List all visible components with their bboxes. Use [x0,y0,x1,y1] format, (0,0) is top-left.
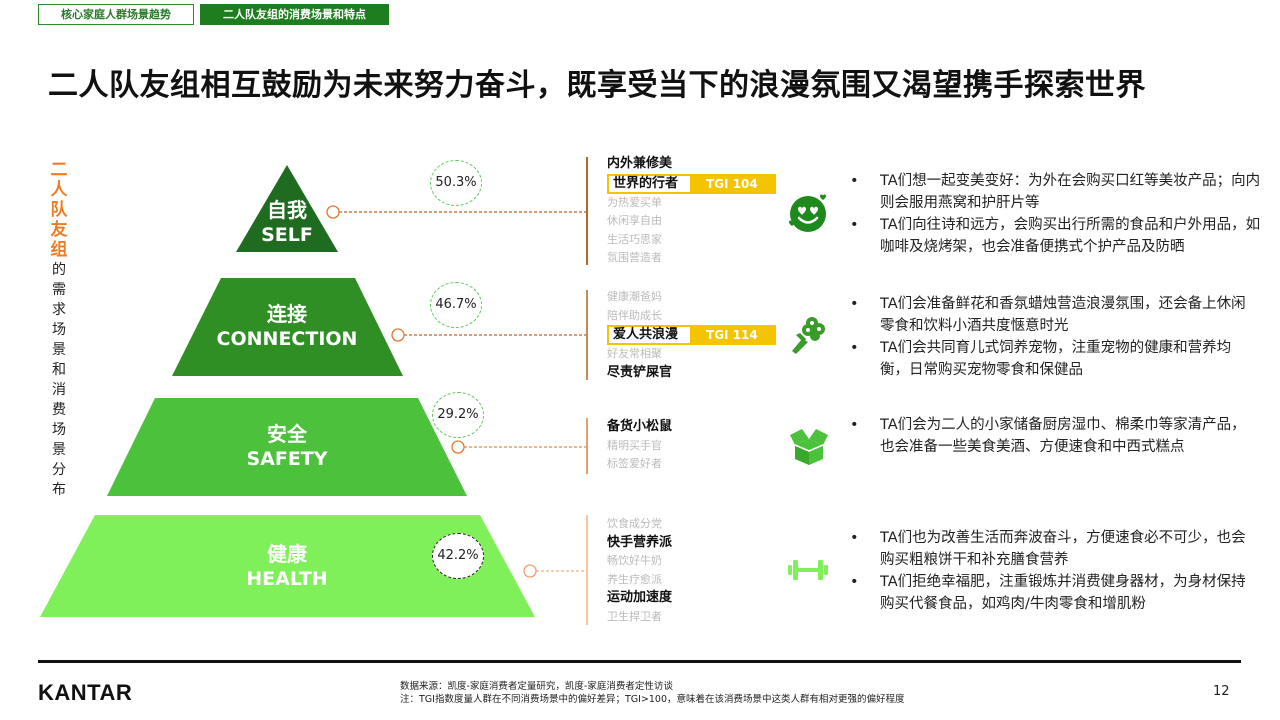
highlighted-scene: 爱人共浪漫 TGI 114 [607,325,776,346]
bullets-health: TA们也为改善生活而奔波奋斗，方便速食必不可少，也会购买粗粮饼干和补充膳食营养 … [850,527,1250,615]
pct-self: 50.3% [430,160,482,206]
pct-health: 42.2% [432,533,484,579]
list-item: 畅饮好牛奶 [607,554,662,567]
flower-bouquet-icon [792,317,825,354]
list-item: TA们会为二人的小家储备厨房湿巾、棉柔巾等家清产品，也会准备一些美食美酒、方便速… [850,414,1250,458]
bullets-connection: TA们会准备鲜花和香氛蜡烛营造浪漫氛围，还会备上休闲零食和饮料小酒共度惬意时光 … [850,293,1250,381]
open-box-icon [790,429,828,465]
footer-notes: 数据来源：凯度-家庭消费者定量研究，凯度-家庭消费者定性访谈 注：TGI指数度量… [400,680,905,706]
data-source: 数据来源：凯度-家庭消费者定量研究，凯度-家庭消费者定性访谈 [400,681,673,692]
scene-list-safety: 备货小松鼠 精明买手官 标签爱好者 [607,418,672,474]
pct-safety: 29.2% [432,392,484,438]
list-item: 饮食成分党 [607,517,662,530]
scene-list-connection: 健康潮爸妈 陪伴助成长 爱人共浪漫 TGI 114 好友常相聚 尽责铲屎官 [607,288,776,382]
list-item: 尽责铲屎官 [607,364,673,380]
list-item: 陪伴助成长 [607,308,662,322]
list-item: 氛围营造者 [607,251,662,265]
list-item: 为热爱买单 [607,195,662,209]
scene-list-health: 饮食成分党 快手营养派 畅饮好牛奶 养生疗愈派 运动加速度 卫生捍卫者 [607,515,672,626]
tab-core-family-trends[interactable]: 核心家庭人群场景趋势 [38,4,194,25]
tab-duo-consumption[interactable]: 二人队友组的消费场景和特点 [200,4,389,25]
list-item: 备货小松鼠 [607,419,673,434]
list-item: TA们拒绝幸福肥，注重锻炼并消费健身器材，为身材保持购买代餐食品，如鸡肉/牛肉零… [850,571,1250,615]
bullets-self: TA们想一起变美变好：为外在会购买口红等美妆产品；向内则会服用燕窝和护肝片等 T… [850,170,1270,258]
tier-health-shape [40,515,535,617]
bullets-safety: TA们会为二人的小家储备厨房湿巾、棉柔巾等家清产品，也会准备一些美食美酒、方便速… [850,414,1250,458]
tgi-note: 注：TGI指数度量人群在不同消费场景中的偏好差异；TGI>100，意味着在该消费… [400,694,905,705]
tgi-badge: TGI 104 [690,175,774,192]
highlighted-scene: 世界的行者 TGI 104 [607,173,776,194]
pct-connection: 46.7% [430,282,482,328]
page-number: 12 [1213,684,1230,699]
tier-connection-label: 连接 CONNECTION [216,302,358,350]
tgi-badge: TGI 114 [690,327,774,344]
list-item: 内外兼修美 [607,156,673,171]
tier-connection-shape [172,278,403,376]
list-item: 快手营养派 [607,534,673,550]
section-tabs: 核心家庭人群场景趋势 二人队友组的消费场景和特点 [38,4,389,25]
smiling-face-with-hearts-icon [789,194,826,232]
dumbbell-icon [788,560,828,580]
list-item: TA们会共同育儿式饲养宠物，注重宠物的健康和营养均衡，日常购买宠物零食和保健品 [850,337,1250,381]
page-title: 二人队友组相互鼓励为未来努力奋斗，既享受当下的浪漫氛围又渴望携手探索世界 [48,68,1146,103]
tier-safety-label: 安全 SAFETY [246,422,328,470]
list-item: 休闲享自由 [607,214,662,228]
list-item: TA们向往诗和远方，会购买出行所需的食品和户外用品，如咖啡及烧烤架，也会准备便携… [850,214,1270,258]
list-item: TA们会准备鲜花和香氛蜡烛营造浪漫氛围，还会备上休闲零食和饮料小酒共度惬意时光 [850,293,1250,337]
footer-divider [38,660,1241,663]
tier-self-label: 自我 SELF [261,198,313,246]
tier-safety-shape [107,398,467,496]
list-item: 养生疗愈派 [607,572,662,586]
list-item: TA们想一起变美变好：为外在会购买口红等美妆产品；向内则会服用燕窝和护肝片等 [850,170,1270,214]
vertical-side-label: 二 人 队 友 组 的 需 求 场 景 和 消 费 场 景 分 布 [49,160,69,500]
tier-health-label: 健康 HEALTH [246,542,328,590]
list-item: 运动加速度 [607,590,673,605]
kantar-logo: KANTAR [38,680,133,705]
list-item: 生活巧思家 [607,232,662,246]
list-item: 精明买手官 [607,438,662,452]
list-item: 健康潮爸妈 [607,290,662,303]
tier-self-shape [236,165,338,252]
list-item: 好友常相聚 [607,347,662,361]
list-item: 卫生捍卫者 [607,609,662,623]
scene-list-self: 内外兼修美 世界的行者 TGI 104 为热爱买单 休闲享自由 生活巧思家 氛围营… [607,155,776,268]
list-item: TA们也为改善生活而奔波奋斗，方便速食必不可少，也会购买粗粮饼干和补充膳食营养 [850,527,1250,571]
list-item: 标签爱好者 [607,457,662,470]
vertical-label-rest: 的 需 求 场 景 和 消 费 场 景 分 布 [52,262,66,498]
vertical-label-accent: 二 人 队 友 组 [50,160,68,260]
